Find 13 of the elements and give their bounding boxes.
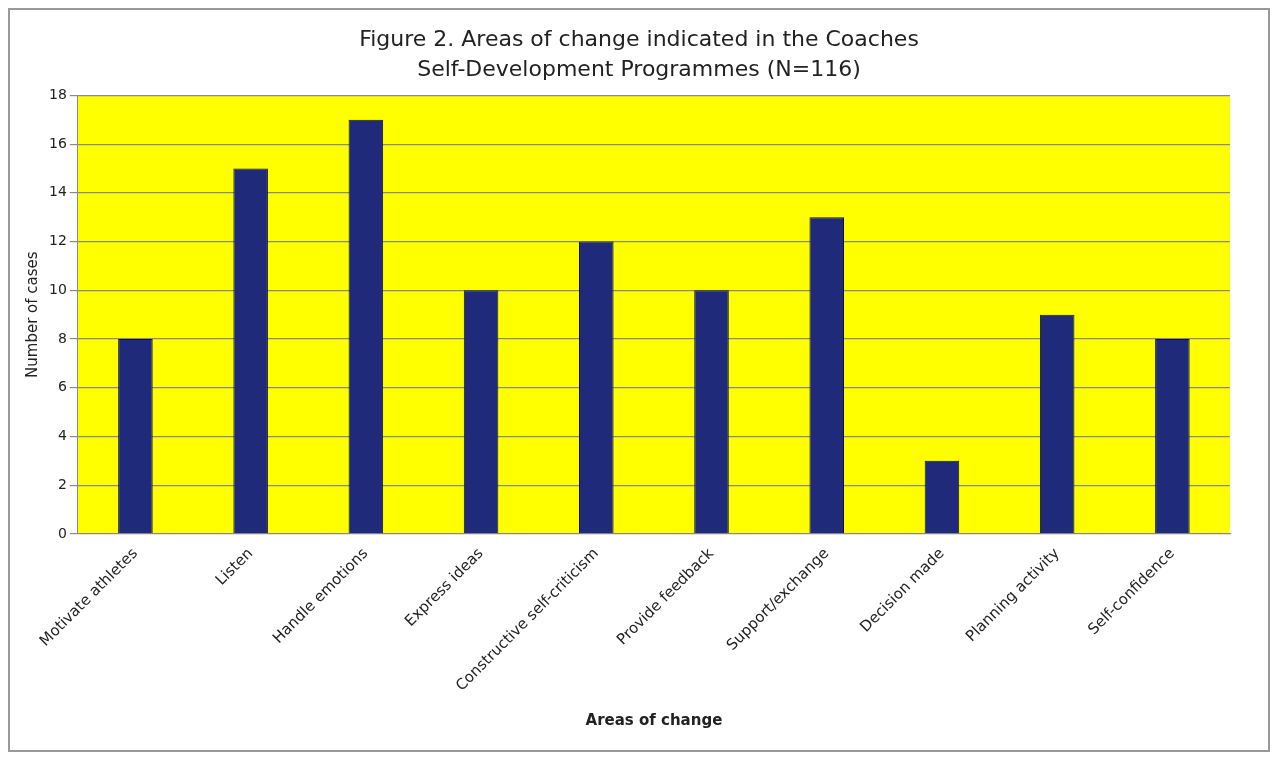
y-tick-label: 4: [57, 427, 67, 444]
y-axis-title: Number of cases: [22, 251, 41, 378]
y-tick-label: 0: [57, 524, 67, 541]
y-tick-label: 18: [48, 86, 67, 103]
y-tick-label: 14: [48, 183, 67, 200]
y-tick-label: 16: [48, 134, 67, 151]
y-tick-label: 8: [57, 329, 67, 346]
y-tick-label: 6: [57, 378, 67, 395]
x-axis-title: Areas of change: [585, 710, 723, 729]
y-tick-label: 12: [48, 232, 67, 249]
chart-title: Figure 2. Areas of change indicated in the Coaches Self-Development Programmes (N=116): [359, 25, 919, 83]
y-tick-label: 2: [57, 475, 67, 492]
y-tick-label: 10: [48, 280, 67, 297]
